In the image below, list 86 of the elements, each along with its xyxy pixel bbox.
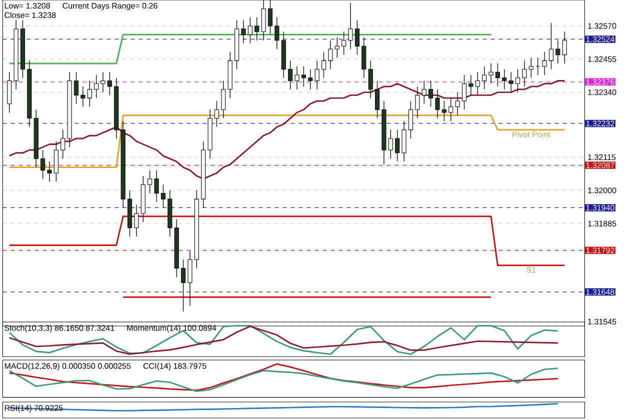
candlestick	[87, 80, 92, 108]
candlestick	[40, 150, 46, 180]
candlestick	[60, 129, 66, 159]
candlestick	[462, 74, 467, 110]
candlestick	[342, 31, 346, 56]
ref-line-label: 1.32524	[586, 36, 614, 42]
candlestick	[455, 92, 460, 116]
ref-line-label: 1.32232	[586, 120, 614, 126]
ref-line-label: 1.32087	[586, 162, 614, 168]
candlestick	[7, 72, 12, 113]
ref-line-label: 1.32376	[586, 79, 614, 85]
candlestick	[181, 259, 186, 312]
candlestick	[47, 161, 52, 182]
y-tick-label: 1.31545	[588, 318, 616, 324]
candlestick	[368, 60, 373, 98]
candlestick	[408, 100, 413, 139]
candlestick	[482, 66, 487, 90]
candlestick	[475, 72, 480, 96]
candlestick	[354, 20, 360, 56]
candlestick	[334, 37, 340, 58]
y-tick-label: 1.32340	[588, 89, 616, 96]
candlestick	[402, 120, 406, 162]
candlestick	[214, 100, 220, 128]
candlestick	[188, 250, 192, 306]
candlestick	[495, 63, 500, 87]
candlestick	[415, 86, 420, 119]
candlestick	[80, 86, 86, 108]
candlestick	[435, 89, 440, 119]
candlestick	[54, 141, 58, 182]
candlestick	[448, 98, 454, 122]
candlestick	[107, 72, 112, 96]
candlestick	[556, 40, 560, 64]
candlestick	[274, 16, 280, 50]
candlestick	[542, 52, 547, 76]
candlestick	[321, 52, 326, 78]
candlestick	[314, 60, 320, 90]
candlestick	[428, 80, 434, 108]
candlestick	[508, 72, 514, 93]
annotation: S1	[526, 267, 536, 273]
candlestick	[468, 74, 474, 96]
y-tick-label: 1.32455	[588, 56, 616, 62]
y-tick-label: 1.32000	[588, 188, 616, 194]
annotation: Stoch(10,3,3) 86.1650 87.3241	[4, 324, 114, 332]
candlestick	[442, 100, 446, 122]
annotation: Momentum(14) 100.0894	[127, 324, 216, 332]
candlestick	[221, 80, 226, 119]
candlestick	[528, 57, 534, 78]
annotation: CCI(14) 183.7975	[143, 362, 206, 370]
candlestick	[388, 129, 393, 159]
candlestick	[74, 72, 79, 104]
candlestick	[301, 66, 306, 87]
y-tick-label: 1.32115	[588, 154, 616, 160]
candlestick	[154, 170, 159, 202]
candlestick	[134, 204, 139, 237]
candlestick	[94, 74, 99, 98]
ref-line-label: 1.31648	[586, 289, 614, 295]
annotation: Close= 1.3238	[4, 12, 56, 18]
candlestick	[348, 2, 353, 50]
candlestick	[308, 68, 313, 90]
ref-line-label: 1.31792	[586, 248, 614, 254]
ref-line-label: 1.31940	[586, 204, 614, 211]
candlestick	[562, 31, 567, 64]
annotation: Pivot Point	[512, 131, 550, 138]
candlestick	[288, 60, 293, 90]
candlestick	[100, 72, 106, 93]
candlestick	[248, 16, 252, 44]
candlestick	[362, 37, 366, 78]
annotation: MACD(12,26,9) 0.000350 0.000255	[4, 362, 131, 370]
candlestick	[375, 80, 380, 119]
annotation: Low= 1.3208	[4, 2, 50, 9]
candlestick	[548, 22, 554, 70]
candlestick	[160, 184, 166, 208]
candlestick	[502, 68, 507, 90]
y-tick-label: 1.32570	[588, 23, 616, 29]
candlestick	[522, 60, 527, 87]
candlestick	[148, 170, 152, 194]
candlestick	[294, 66, 300, 90]
candlestick	[395, 129, 400, 162]
candlestick	[328, 40, 333, 70]
candlestick	[488, 63, 494, 84]
annotation: Current Days Range= 0.26	[62, 2, 158, 10]
candlestick	[515, 68, 520, 93]
candlestick	[254, 16, 260, 41]
candlestick	[422, 80, 426, 104]
candlestick	[241, 20, 246, 44]
y-tick-label: 1.31885	[588, 220, 616, 226]
